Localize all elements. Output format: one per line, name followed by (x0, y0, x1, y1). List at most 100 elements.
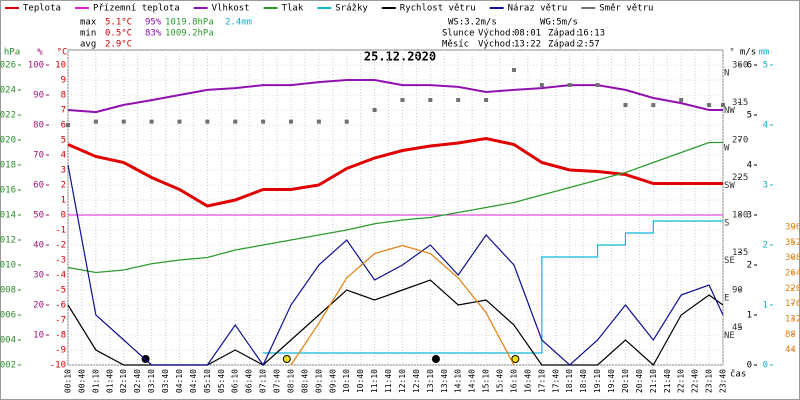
y-tick-label: 45 (732, 323, 743, 333)
wind-gust: WG:5m/s (540, 18, 578, 28)
compass-label: S (724, 219, 729, 229)
y-tick-label: 3 (763, 181, 768, 191)
legend-label: Tlak (282, 4, 304, 14)
direction-point (651, 103, 656, 107)
y-tick-label: -5 (55, 286, 66, 296)
y-tick-label: -2 (55, 241, 66, 251)
compass-label: E (724, 294, 729, 304)
y-tick-label: 88 (785, 330, 796, 340)
x-tick-label: 02:10 (119, 369, 128, 393)
x-tick-label: 23:40 (719, 369, 728, 393)
x-tick-label: 13:40 (440, 369, 449, 393)
x-tick-label: 05:40 (217, 369, 226, 393)
direction-point (344, 119, 349, 124)
stat-label: min (80, 29, 96, 39)
y-tick-label: 100 (28, 61, 44, 71)
x-tick-label: 00:40 (77, 369, 86, 393)
y-tick-label: 5 (747, 111, 752, 121)
direction-point (372, 108, 377, 112)
legend-label: Vlhkost (212, 4, 250, 14)
y-tick-label: 5 (763, 61, 768, 71)
y-tick-label: 3 (61, 166, 66, 176)
x-tick-label: 20:40 (635, 369, 644, 393)
compass-label: NW (724, 106, 735, 116)
y-tick-label: 10 (33, 331, 44, 341)
x-tick-label: 08:40 (300, 369, 309, 393)
y-tick-label: 0 (747, 361, 752, 371)
stat-pct: 95% (145, 18, 162, 28)
x-tick-label: 19:40 (607, 369, 616, 393)
x-tick-label: 23:10 (705, 369, 714, 393)
direction-point (316, 119, 321, 124)
y-tick-label: 10 (55, 61, 66, 71)
x-tick-label: 09:10 (314, 369, 323, 393)
y-tick-label: 9 (61, 76, 66, 86)
direction-point (484, 98, 489, 102)
x-tick-label: 07:40 (273, 369, 282, 393)
legend-label: Srážky (335, 4, 368, 14)
direction-point (233, 119, 238, 124)
direction-point (93, 119, 98, 124)
axis-unit: °C (57, 48, 68, 58)
legend-label: Přízemní teplota (93, 4, 180, 14)
y-tick-label: 20 (33, 301, 44, 311)
x-tick-label: 05:10 (203, 369, 212, 393)
compass-label: N (724, 69, 729, 79)
series-line (263, 220, 723, 354)
x-tick-label: 12:10 (398, 369, 407, 393)
direction-point (456, 98, 461, 102)
x-tick-label: 19:10 (593, 369, 602, 393)
series-line (290, 244, 515, 366)
x-axis-label: čas (730, 369, 746, 380)
x-tick-label: 16:10 (509, 369, 518, 393)
y-tick-label: 70 (33, 151, 44, 161)
x-tick-label: 17:10 (537, 369, 546, 393)
direction-point (623, 103, 628, 107)
x-tick-label: 00:10 (64, 369, 73, 393)
y-tick-label: 2 (747, 261, 752, 271)
y-tick-label: 30 (33, 271, 44, 281)
x-tick-label: 14:40 (468, 369, 477, 393)
y-tick-label: -1 (55, 226, 66, 236)
y-tick-label: 2 (61, 181, 66, 191)
y-tick-label: -8 (55, 331, 66, 341)
x-tick-label: 22:10 (677, 369, 686, 393)
x-tick-label: 03:10 (147, 369, 156, 393)
direction-point (149, 119, 154, 124)
stat-pct: 83% (145, 29, 162, 39)
stat-temp: 0.5°C (105, 29, 132, 39)
x-tick-label: 20:10 (621, 369, 630, 393)
series-line (67, 141, 723, 274)
y-tick-label: 5 (61, 136, 66, 146)
y-tick-label: 8 (61, 91, 66, 101)
stat-label: avg (80, 40, 96, 50)
y-tick-label: 80 (33, 121, 44, 131)
stat-label: max (80, 18, 97, 28)
y-tick-label: 3 (747, 211, 752, 221)
x-tick-label: 02:40 (133, 369, 142, 393)
y-tick-label: 1 (763, 301, 768, 311)
axis-unit: m/s (740, 48, 756, 58)
x-tick-label: 09:40 (328, 369, 337, 393)
y-tick-label: 0 (61, 211, 66, 221)
x-tick-label: 08:10 (286, 369, 295, 393)
direction-point (567, 83, 572, 87)
y-tick-label: 44 (785, 345, 796, 355)
x-tick-label: 15:10 (482, 369, 491, 393)
legend-label: Rychlost větru (400, 4, 476, 14)
series-line (67, 136, 723, 208)
compass-label: NE (724, 331, 735, 341)
y-tick-label: 50 (33, 211, 44, 221)
y-tick-label: 4 (747, 161, 752, 171)
legend-label: Náraz větru (508, 4, 568, 14)
x-tick-label: 01:40 (105, 369, 114, 393)
x-tick-label: 06:40 (245, 369, 254, 393)
